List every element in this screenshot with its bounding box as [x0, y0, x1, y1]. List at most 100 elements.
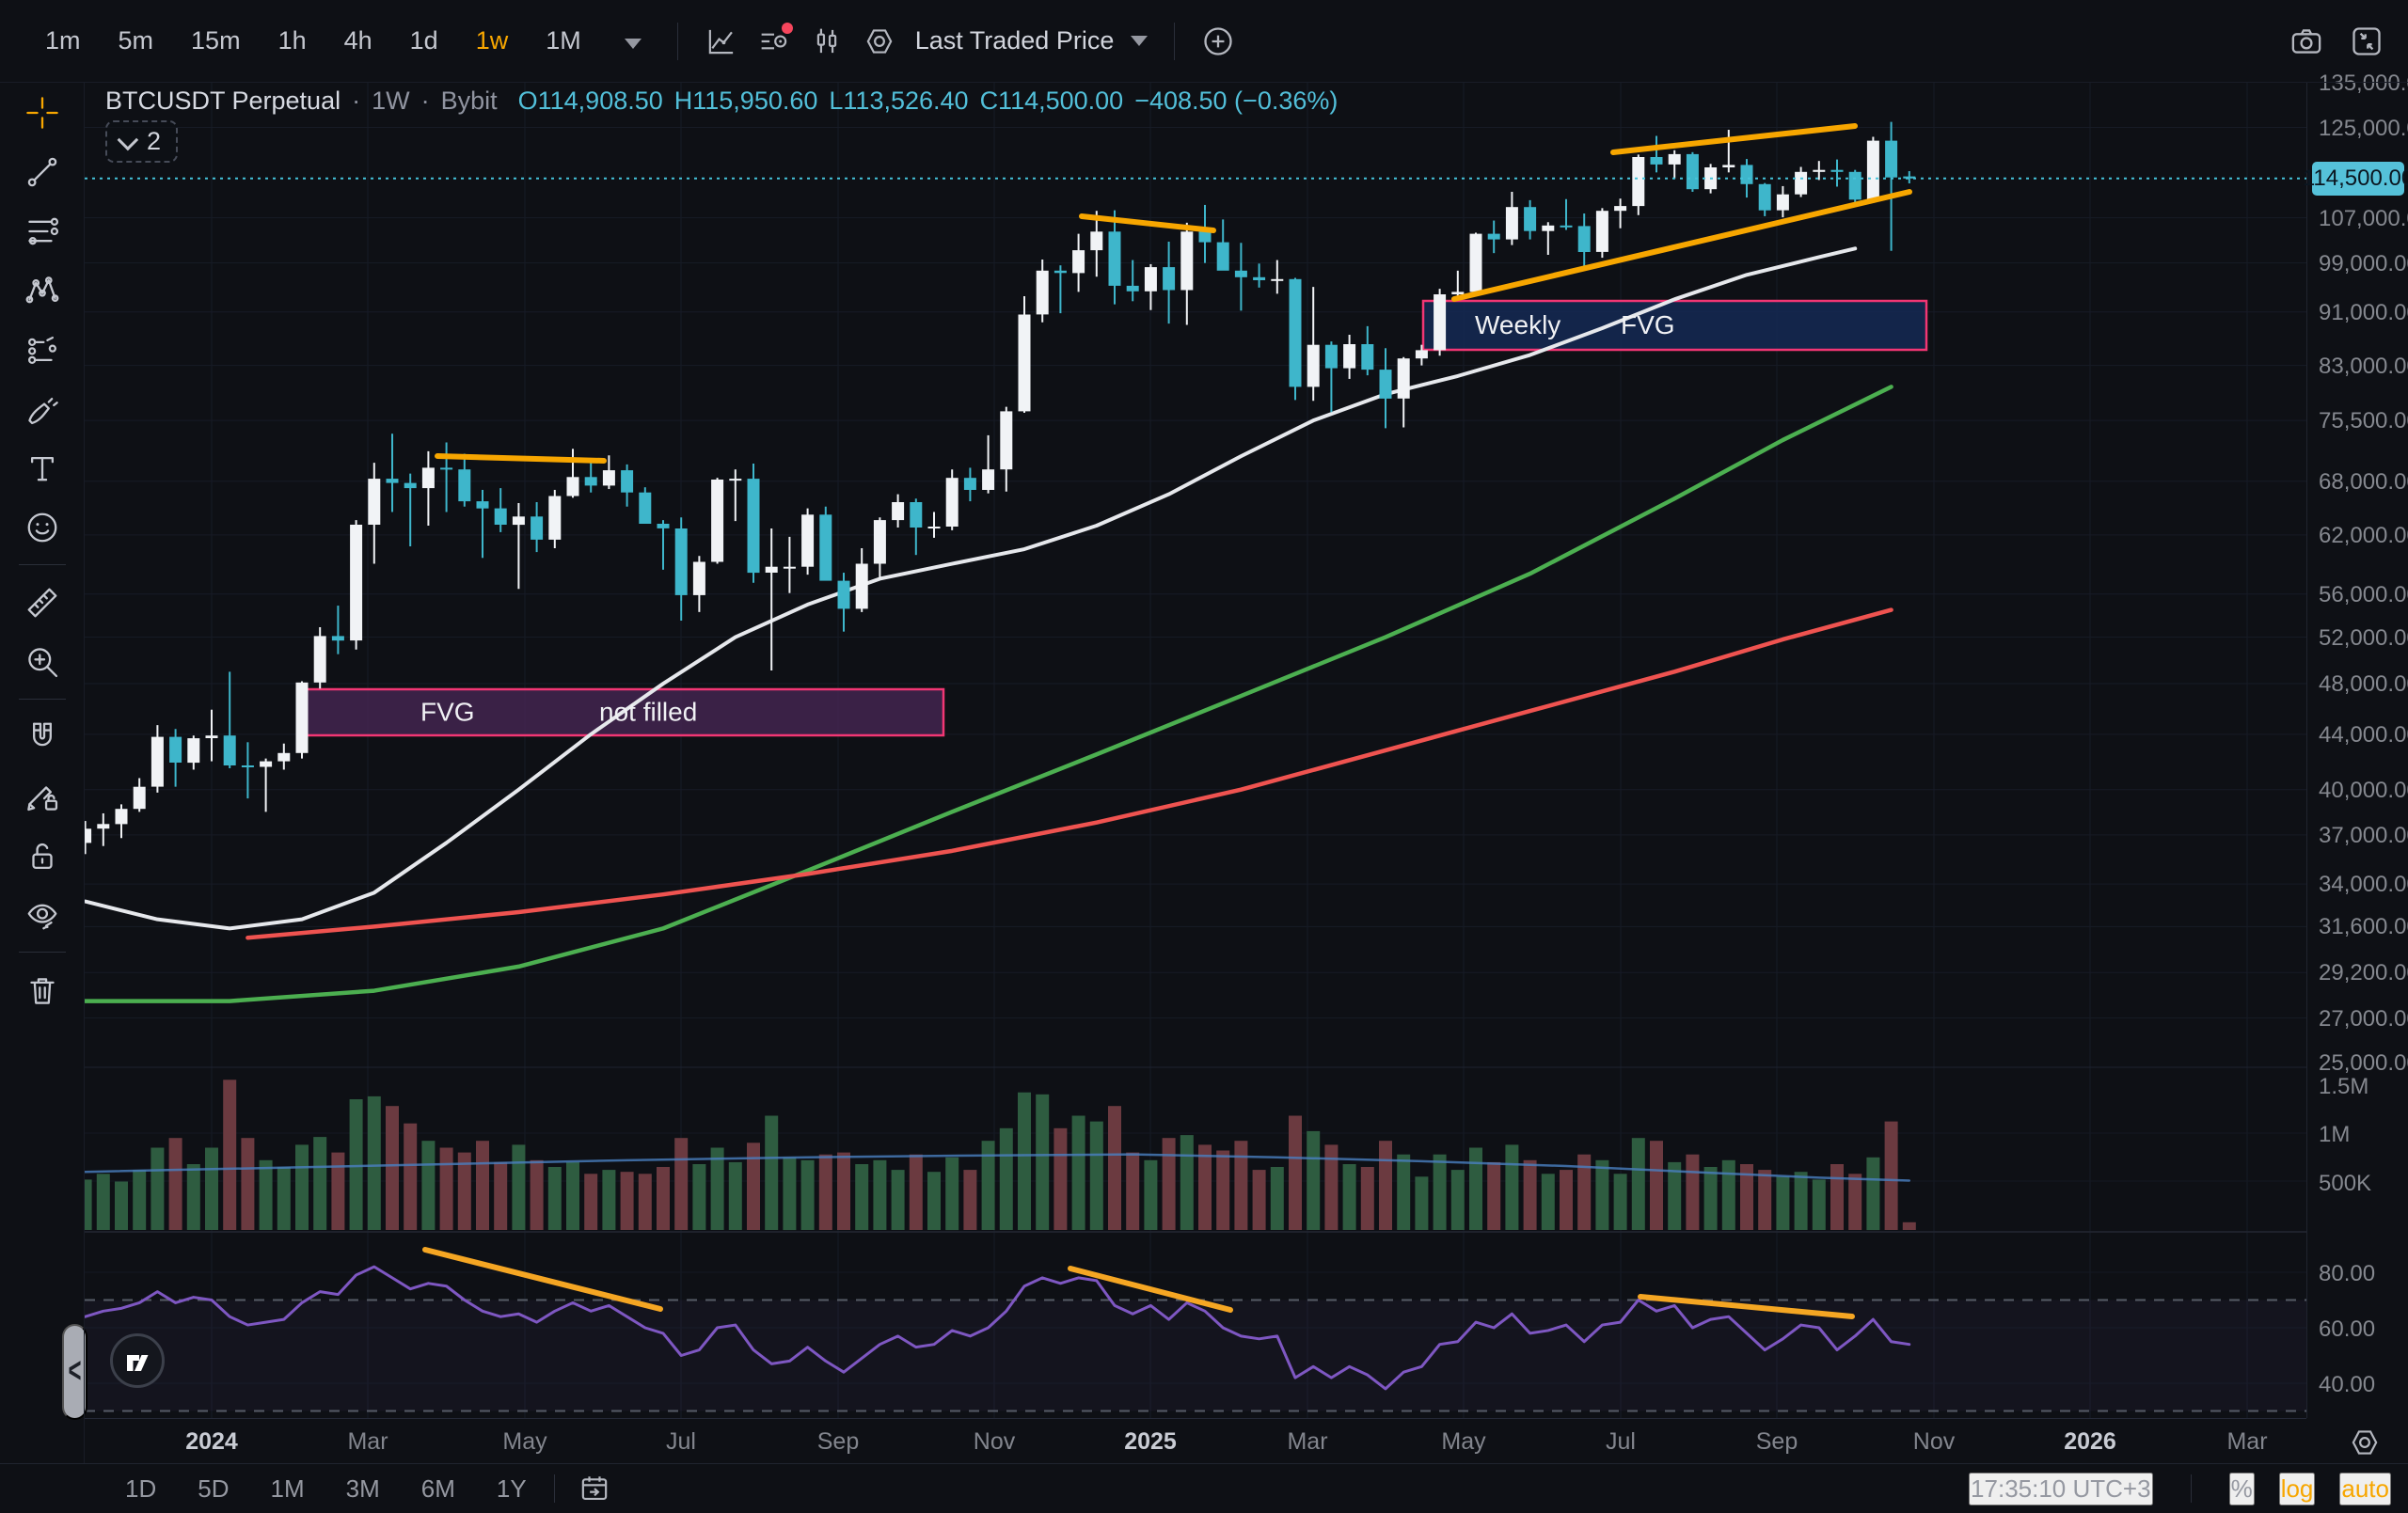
time-axis[interactable]: 2024 Mar May Jul Sep Nov 2025 Mar May Jul Sep Nov 20…	[85, 1418, 2306, 1463]
edit-lock-tool[interactable]	[12, 766, 72, 826]
fib-retracement-icon	[27, 217, 58, 244]
auto-scale-button[interactable]: auto	[2339, 1472, 2391, 1505]
timeframe-button-4h[interactable]: 4h	[325, 17, 391, 65]
range-button-6M[interactable]: 6M	[407, 1469, 469, 1509]
toolbar-divider	[18, 564, 66, 565]
chart-settings-button[interactable]	[853, 15, 906, 68]
xabcd-pattern-icon	[25, 276, 58, 303]
fvg-label: Weekly	[1475, 310, 1560, 339]
timeframe-button-1h[interactable]: 1h	[260, 17, 325, 65]
time-tick-label: 2024	[185, 1428, 238, 1455]
toolbar-divider	[676, 22, 678, 60]
timeframe-button-15m[interactable]: 15m	[172, 17, 260, 65]
hide-drawings-tool[interactable]	[12, 885, 72, 944]
price-tick-label: 37,000.00	[2319, 822, 2408, 848]
log-scale-button[interactable]: log	[2278, 1472, 2316, 1505]
indicators-collapse-chip[interactable]: 2	[105, 120, 179, 163]
price-tick-label: 135,000.00	[2319, 71, 2408, 96]
compare-button[interactable]	[800, 15, 853, 68]
caret-down-icon	[1131, 36, 1149, 46]
indicators-icon	[761, 33, 786, 49]
pane-collapse-handle[interactable]: <	[62, 1324, 87, 1420]
price-tick-label: 29,200.00	[2319, 960, 2408, 986]
trend-line-drawing[interactable]	[1451, 189, 1912, 302]
crosshair-tool[interactable]	[12, 83, 72, 142]
ruler-tool[interactable]	[12, 573, 72, 632]
price-source-dropdown[interactable]: Last Traded Price	[906, 19, 1158, 63]
timeframe-button-1m[interactable]: 1m	[26, 17, 100, 65]
text-tool[interactable]	[12, 438, 72, 497]
chart-style-button[interactable]	[695, 15, 748, 68]
ruler-icon	[27, 588, 56, 617]
symbol-legend[interactable]: BTCUSDT Perpetual · 1W · Bybit O114,908.…	[105, 87, 1338, 116]
screenshot-button[interactable]	[2280, 15, 2333, 68]
ohlc-change: −408.50 (−0.36%)	[1134, 87, 1339, 115]
fvg-label: FVG	[1621, 310, 1675, 339]
fvg-label: FVG	[420, 698, 475, 727]
range-button-1D[interactable]: 1D	[111, 1469, 170, 1509]
add-chart-button[interactable]	[1192, 15, 1244, 68]
fvg-box[interactable]	[1421, 299, 1928, 352]
top-toolbar: 1m 5m 15m 1h 4h 1d 1w 1M Last Traded P	[0, 0, 2408, 83]
range-button-1Y[interactable]: 1Y	[483, 1469, 541, 1509]
timeframe-menu-caret[interactable]	[600, 17, 660, 65]
range-group: 1D 5D 1M 3M 6M 1Y	[111, 1469, 541, 1509]
price-tick-label: 107,000.00	[2319, 205, 2408, 231]
clock-timezone[interactable]: 17:35:10 UTC+3	[1969, 1472, 2153, 1505]
exit-fullscreen-button[interactable]	[2340, 15, 2393, 68]
time-tick-label: 2025	[1124, 1428, 1177, 1455]
main-chart[interactable]: FVG not filled Weekly FVG	[85, 83, 2306, 1463]
go-to-date-button[interactable]	[568, 1462, 621, 1513]
fib-retracement-tool[interactable]	[12, 201, 72, 260]
trend-line-drawing[interactable]	[1610, 123, 1858, 155]
axis-settings-button[interactable]	[2344, 1426, 2385, 1459]
percent-scale-button[interactable]: %	[2228, 1472, 2255, 1505]
timeframe-button-5m[interactable]: 5m	[100, 17, 173, 65]
forecast-icon	[27, 336, 56, 364]
tradingview-logo[interactable]	[110, 1333, 165, 1388]
indicators-button[interactable]	[748, 15, 800, 68]
time-tick-label: Mar	[2226, 1428, 2268, 1455]
timeframe-button-1w[interactable]: 1w	[457, 17, 528, 65]
lock-all-tool[interactable]	[12, 826, 72, 885]
chevron-down-icon	[117, 129, 139, 150]
forecast-tool[interactable]	[12, 320, 72, 379]
range-button-5D[interactable]: 5D	[183, 1469, 243, 1509]
volume-tick-label: 500K	[2319, 1170, 2372, 1196]
range-button-3M[interactable]: 3M	[332, 1469, 394, 1509]
rsi-tick-label: 60.00	[2319, 1316, 2376, 1342]
emoji-tool[interactable]	[12, 497, 72, 557]
range-button-1M[interactable]: 1M	[257, 1469, 319, 1509]
time-tick-label: Nov	[1912, 1428, 1956, 1455]
rsi-trend-line-drawing[interactable]	[1638, 1294, 1855, 1319]
trend-line-tool[interactable]	[12, 142, 72, 201]
timeframe-button-1d[interactable]: 1d	[391, 17, 457, 65]
timeframe-button-1M[interactable]: 1M	[527, 17, 600, 65]
zoom-in-icon	[27, 647, 57, 677]
text-icon	[30, 456, 54, 481]
crosshair-icon	[25, 96, 58, 129]
symbol-name[interactable]: BTCUSDT Perpetual	[105, 87, 341, 115]
magnet-tool[interactable]	[12, 707, 72, 766]
price-axis[interactable]: 135,000.00 125,000.00 107,000.00 99,000.00 9…	[2303, 71, 2408, 1418]
current-price-badge: 114,500.00	[2303, 161, 2408, 196]
price-source-label: Last Traded Price	[914, 26, 1115, 55]
xabcd-pattern-tool[interactable]	[12, 260, 72, 320]
plus-circle-icon	[1204, 26, 1233, 55]
timeframe-group: 1m 5m 15m 1h 4h 1d 1w 1M	[26, 17, 600, 65]
fvg-label: not filled	[599, 698, 697, 727]
rsi-trend-line-drawing[interactable]	[1068, 1266, 1233, 1313]
trash-icon	[29, 977, 55, 1004]
zoom-in-tool[interactable]	[12, 632, 72, 691]
time-tick-label: Nov	[973, 1428, 1016, 1455]
brush-tool[interactable]	[12, 379, 72, 438]
rsi-trend-line-drawing[interactable]	[422, 1247, 663, 1312]
trend-line-drawing[interactable]	[435, 453, 607, 464]
time-tick-label: Jul	[1606, 1428, 1636, 1455]
trend-line-drawing[interactable]	[1079, 213, 1216, 233]
price-tick-label: 40,000.00	[2319, 777, 2408, 803]
time-tick-label: Mar	[347, 1428, 388, 1455]
settings-hexagon-icon	[2352, 1430, 2378, 1455]
trash-tool[interactable]	[12, 960, 72, 1019]
